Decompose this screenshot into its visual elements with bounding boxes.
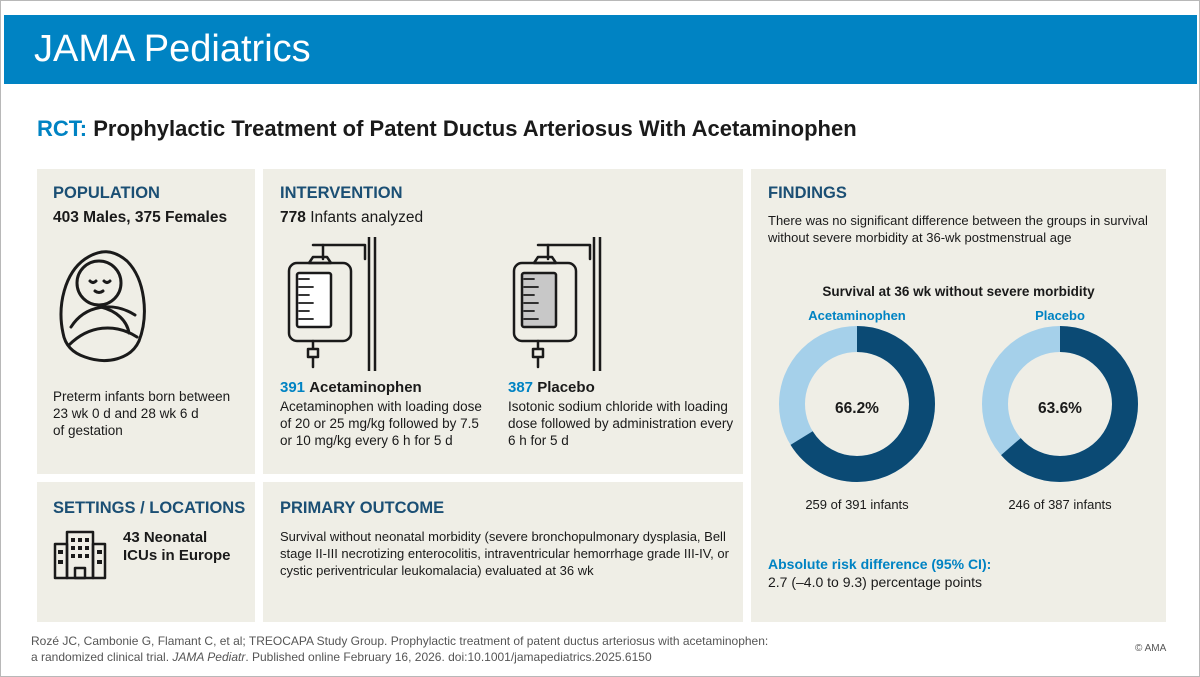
iv-bag-icon xyxy=(287,237,377,371)
primary-outcome-panel: PRIMARY OUTCOME Survival without neonata… xyxy=(263,482,743,622)
risk-difference-value: 2.7 (–4.0 to 9.3) percentage points xyxy=(768,574,983,590)
intervention-panel: INTERVENTION 778 Infants analyzed xyxy=(263,169,743,474)
donut-acetaminophen-name: Acetaminophen xyxy=(808,308,906,323)
arm-desc-line: dose followed by administration every xyxy=(508,416,734,431)
risk-difference-label: Absolute risk difference (95% CI): xyxy=(768,556,992,572)
citation-line: a randomized clinical trial. JAMA Pediat… xyxy=(31,649,768,665)
arm-acetaminophen-n: 391 xyxy=(280,379,306,396)
citation-text: . Published online February 16, 2026. do… xyxy=(245,650,652,664)
donut-chart xyxy=(779,326,1138,482)
donut-survived-slice xyxy=(779,326,935,482)
donut-placebo xyxy=(982,326,1138,482)
infants-analyzed-label: Infants analyzed xyxy=(310,209,424,226)
citation-text: a randomized clinical trial. xyxy=(31,650,173,664)
arm-desc-line: 6 h for 5 d xyxy=(508,433,569,448)
arm-desc-line: or 10 mg/kg every 6 h for 5 d xyxy=(280,433,453,448)
donut-placebo-label: 63.6% xyxy=(1038,400,1082,417)
swaddled-infant-icon xyxy=(59,250,146,362)
arm-acetaminophen-name: Acetaminophen xyxy=(309,379,422,396)
arm-desc-line: Isotonic sodium chloride with loading xyxy=(508,399,728,414)
citation: Rozé JC, Cambonie G, Flamant C, et al; T… xyxy=(31,633,768,665)
donut-placebo-caption: 246 of 387 infants xyxy=(1008,497,1112,512)
infants-analyzed: 778 Infants analyzed xyxy=(280,209,423,227)
arm-placebo-n: 387 xyxy=(508,379,534,396)
population-desc-line: of gestation xyxy=(53,423,123,438)
donut-acetaminophen xyxy=(779,326,935,482)
outcome-line: stage II-III necrotizing enterocolitis, … xyxy=(280,546,729,561)
primary-outcome-text: Survival without neonatal morbidity (sev… xyxy=(280,528,729,579)
settings-location: 43 Neonatal ICUs in Europe xyxy=(123,529,231,565)
outcome-line: Survival without neonatal morbidity (sev… xyxy=(280,529,726,544)
findings-line: There was no significant difference betw… xyxy=(768,213,1148,228)
population-heading: POPULATION xyxy=(53,184,160,202)
infants-analyzed-count: 778 xyxy=(280,209,306,226)
settings-line: 43 Neonatal xyxy=(123,529,208,546)
donut-survived-slice xyxy=(982,326,1138,482)
population-counts: 403 Males, 375 Females xyxy=(53,209,228,226)
findings-panel: FINDINGS There was no significant differ… xyxy=(751,169,1166,622)
iv-bag-icon xyxy=(512,237,602,371)
study-type-label: RCT: xyxy=(37,116,88,141)
journal-brand: JAMA Pediatrics xyxy=(34,28,311,70)
settings-panel: SETTINGS / LOCATIONS 43 Neonatal ICUs in… xyxy=(37,482,255,622)
study-title: Prophylactic Treatment of Patent Ductus … xyxy=(93,116,857,141)
arm-acetaminophen: 391 Acetaminophen Acetaminophen with loa… xyxy=(280,379,495,449)
findings-summary: There was no significant difference betw… xyxy=(768,212,1148,246)
copyright: © AMA xyxy=(1135,643,1167,654)
citation-line: Rozé JC, Cambonie G, Flamant C, et al; T… xyxy=(31,634,769,648)
arm-desc-line: of 20 or 25 mg/kg followed by 7.5 xyxy=(280,416,479,431)
outcome-line: cystic periventricular leukomalacia) eva… xyxy=(280,563,594,578)
page-title: RCT: Prophylactic Treatment of Patent Du… xyxy=(37,116,857,142)
donut-acetaminophen-label: 66.2% xyxy=(835,400,879,417)
settings-heading: SETTINGS / LOCATIONS xyxy=(53,499,246,517)
chart-title: Survival at 36 wk without severe morbidi… xyxy=(822,284,1095,299)
findings-heading: FINDINGS xyxy=(768,184,847,202)
population-panel: POPULATION 403 Males, 375 Females Preter… xyxy=(37,169,255,474)
hospital-building-icon xyxy=(53,530,107,580)
journal-header: JAMA Pediatrics xyxy=(4,15,1197,84)
arm-placebo-name: Placebo xyxy=(537,379,595,396)
intervention-heading: INTERVENTION xyxy=(280,184,403,202)
findings-line: without severe morbidity at 36-wk postme… xyxy=(768,230,1072,245)
population-description: Preterm infants born between 23 wk 0 d a… xyxy=(53,388,230,439)
population-desc-line: Preterm infants born between xyxy=(53,389,231,404)
citation-journal: JAMA Pediatr xyxy=(172,650,246,664)
population-desc-line: 23 wk 0 d and 28 wk 6 d xyxy=(53,406,199,421)
donut-placebo-name: Placebo xyxy=(1035,308,1085,323)
settings-line: ICUs in Europe xyxy=(123,547,231,564)
donut-acetaminophen-caption: 259 of 391 infants xyxy=(805,497,909,512)
primary-outcome-heading: PRIMARY OUTCOME xyxy=(280,499,445,517)
arm-desc-line: Acetaminophen with loading dose xyxy=(280,399,482,414)
arm-placebo: 387 Placebo Isotonic sodium chloride wit… xyxy=(508,379,738,449)
